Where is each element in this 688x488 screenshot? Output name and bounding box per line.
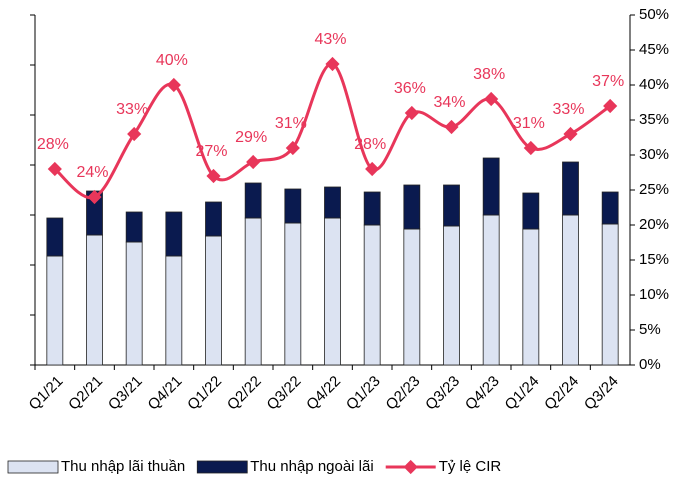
bar xyxy=(562,214,579,366)
bar xyxy=(324,186,341,219)
data-label: 31% xyxy=(513,115,545,132)
y2-tick-label: 15% xyxy=(639,251,669,268)
y2-tick-label: 0% xyxy=(639,356,661,373)
bar xyxy=(562,161,579,216)
x-tick-label: Q2/22 xyxy=(224,373,265,414)
x-tick-label: Q1/21 xyxy=(26,373,67,414)
bar xyxy=(165,255,183,366)
legend-swatch xyxy=(196,460,248,474)
marker xyxy=(563,126,578,142)
bar xyxy=(86,234,103,366)
x-tick-label: Q4/21 xyxy=(145,373,186,414)
marker xyxy=(523,140,538,156)
marker xyxy=(404,105,419,121)
data-label: 24% xyxy=(76,164,108,181)
data-label: 29% xyxy=(235,129,267,146)
data-label: 28% xyxy=(354,136,386,153)
x-tick-label: Q2/24 xyxy=(541,373,582,414)
data-label: 38% xyxy=(473,66,505,83)
bar xyxy=(601,191,619,225)
x-tick-label: Q3/24 xyxy=(581,373,622,414)
marker xyxy=(444,119,459,135)
bar xyxy=(403,184,421,230)
data-label: 33% xyxy=(552,101,584,118)
bar xyxy=(125,211,143,243)
marker xyxy=(365,161,380,177)
x-tick-label: Q3/22 xyxy=(264,373,305,414)
y2-tick-label: 30% xyxy=(639,146,669,163)
bar xyxy=(363,224,381,366)
x-tick-label: Q2/23 xyxy=(383,373,424,414)
bar xyxy=(125,241,143,366)
marker xyxy=(484,91,499,107)
bar xyxy=(324,217,341,366)
marker xyxy=(285,140,300,156)
data-label: 33% xyxy=(116,101,148,118)
legend-swatch xyxy=(7,460,59,474)
bar xyxy=(482,214,500,366)
bar xyxy=(601,223,619,366)
data-label: 28% xyxy=(37,136,69,153)
data-label: 34% xyxy=(433,94,465,111)
bar xyxy=(165,211,183,257)
y2-tick-label: 35% xyxy=(639,111,669,128)
legend-label: Tỷ lệ CIR xyxy=(439,458,502,475)
x-tick-label: Q3/23 xyxy=(422,373,463,414)
marker xyxy=(246,154,261,170)
bar xyxy=(46,255,64,366)
bar xyxy=(403,228,421,366)
data-label: 43% xyxy=(314,31,346,48)
x-tick-label: Q3/21 xyxy=(105,373,146,414)
legend-label: Thu nhập lãi thuần xyxy=(61,458,185,475)
bar xyxy=(244,182,262,219)
y2-tick-label: 10% xyxy=(639,286,669,303)
data-label: 40% xyxy=(156,52,188,69)
bar xyxy=(205,235,222,366)
y2-tick-label: 25% xyxy=(639,181,669,198)
bar xyxy=(363,191,381,226)
bar xyxy=(244,217,262,366)
x-tick-label: Q4/22 xyxy=(303,373,344,414)
y2-tick-label: 5% xyxy=(639,321,661,338)
y2-tick-label: 50% xyxy=(639,6,669,23)
x-tick-label: Q2/21 xyxy=(65,373,106,414)
data-label: 37% xyxy=(592,73,624,90)
bar xyxy=(522,228,540,366)
x-tick-label: Q1/22 xyxy=(184,373,225,414)
marker xyxy=(325,56,340,72)
y2-tick-label: 45% xyxy=(639,41,669,58)
marker xyxy=(206,168,221,184)
marker xyxy=(603,98,618,114)
data-label: 27% xyxy=(195,143,227,160)
bar xyxy=(443,225,460,366)
bar xyxy=(205,201,222,237)
x-tick-label: Q4/23 xyxy=(462,373,503,414)
x-tick-label: Q1/24 xyxy=(502,373,543,414)
legend-label: Thu nhập ngoài lãi xyxy=(250,458,373,475)
data-label: 36% xyxy=(394,80,426,97)
y2-tick-label: 40% xyxy=(639,76,669,93)
marker xyxy=(127,126,142,142)
x-tick-label: Q1/23 xyxy=(343,373,384,414)
bar xyxy=(482,157,500,216)
bar xyxy=(284,222,302,366)
bar xyxy=(284,188,302,224)
legend-swatch xyxy=(403,459,418,475)
y2-tick-label: 20% xyxy=(639,216,669,233)
bar xyxy=(522,192,540,230)
bar xyxy=(46,217,64,257)
bar xyxy=(443,184,460,227)
data-label: 31% xyxy=(275,115,307,132)
